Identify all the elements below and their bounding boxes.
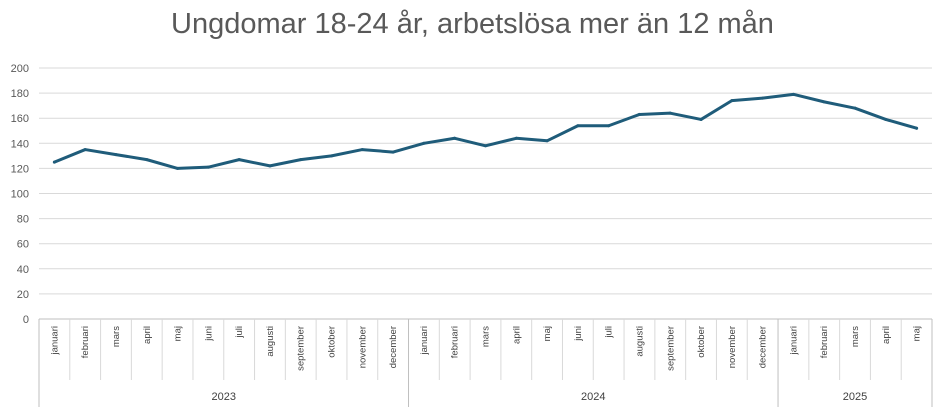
x-tick-label: april	[511, 326, 522, 344]
data-point	[607, 124, 611, 128]
data-point	[330, 154, 334, 158]
x-tick-label: april	[881, 326, 892, 344]
data-point	[145, 158, 149, 162]
data-point	[114, 153, 118, 157]
x-tick-label: februari	[450, 326, 461, 358]
year-label: 2024	[581, 391, 605, 403]
year-label: 2023	[212, 391, 236, 403]
x-tick-label: februari	[80, 326, 91, 358]
data-point	[83, 148, 87, 152]
data-point	[915, 126, 919, 130]
data-point	[422, 141, 426, 145]
x-tick-label: juli	[234, 326, 245, 339]
y-tick-label: 180	[11, 88, 29, 100]
data-point	[299, 158, 303, 162]
series-line	[52, 92, 919, 170]
x-tick-label: maj	[542, 326, 553, 341]
data-point	[822, 100, 826, 104]
data-point	[268, 164, 272, 168]
x-tick-label: mars	[481, 326, 492, 347]
year-label: 2025	[843, 391, 867, 403]
x-tick-label: december	[388, 326, 399, 368]
x-tick-label: juni	[573, 326, 584, 342]
data-point	[237, 158, 241, 162]
y-tick-label: 200	[11, 63, 29, 75]
chart-title: Ungdomar 18-24 år, arbetslösa mer än 12 …	[171, 8, 774, 40]
x-tick-label: september	[296, 326, 307, 371]
data-point	[791, 92, 795, 96]
x-tick-label: maj	[912, 326, 923, 341]
x-tick-label: augusti	[265, 326, 276, 357]
data-point	[176, 166, 180, 170]
data-point	[484, 144, 487, 148]
data-point	[360, 148, 364, 152]
y-tick-label: 20	[17, 289, 29, 301]
x-tick-label: december	[758, 326, 769, 368]
data-point	[637, 112, 641, 116]
data-point	[52, 160, 56, 164]
x-tick-label: oktober	[696, 326, 707, 358]
data-point	[761, 96, 765, 100]
x-tick-label: januari	[788, 326, 799, 356]
y-tick-label: 100	[11, 189, 29, 201]
data-point	[206, 165, 210, 169]
y-tick-label: 0	[23, 314, 29, 326]
data-point	[699, 117, 703, 121]
data-point	[853, 106, 857, 110]
data-point	[545, 139, 549, 143]
y-tick-label: 140	[11, 138, 29, 150]
x-tick-label: februari	[819, 326, 830, 358]
x-tick-label: januari	[49, 326, 60, 356]
x-tick-label: juni	[203, 326, 214, 342]
y-tick-label: 120	[11, 163, 29, 175]
x-tick-label: maj	[173, 326, 184, 341]
data-point	[514, 136, 518, 140]
data-point	[668, 111, 672, 115]
x-tick-label: augusti	[634, 326, 645, 357]
x-tick-label: mars	[111, 326, 122, 347]
y-tick-label: 80	[17, 214, 29, 226]
x-tick-label: januari	[419, 326, 430, 356]
data-point	[576, 124, 580, 128]
x-tick-label: mars	[850, 326, 861, 347]
x-tick-label: september	[665, 326, 676, 371]
data-point	[730, 99, 734, 103]
y-tick-label: 160	[11, 113, 29, 125]
x-tick-label: oktober	[327, 326, 338, 358]
y-tick-label: 60	[17, 239, 29, 251]
x-tick-label: november	[727, 326, 738, 368]
data-point	[453, 136, 457, 140]
data-point	[391, 150, 395, 154]
x-tick-label: november	[357, 326, 368, 368]
y-tick-label: 40	[17, 264, 29, 276]
x-tick-label: april	[142, 326, 153, 344]
data-point	[884, 117, 888, 121]
x-tick-label: juli	[604, 326, 615, 339]
